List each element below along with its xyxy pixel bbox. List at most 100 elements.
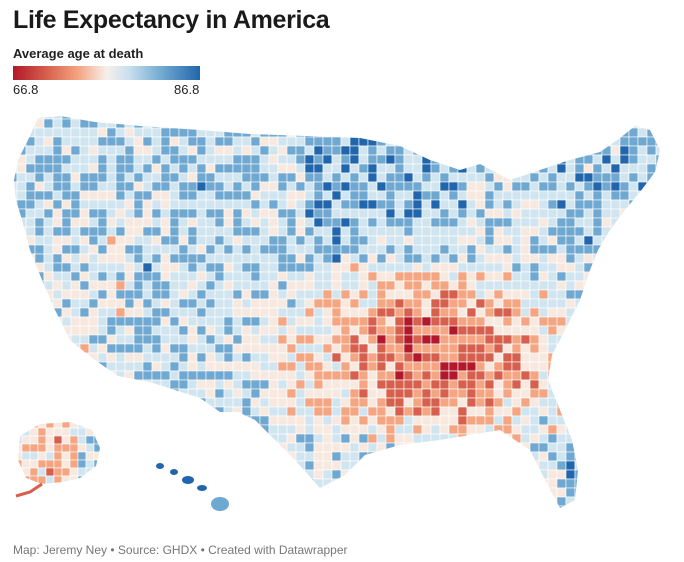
county-cell — [619, 253, 630, 264]
county-cell — [61, 163, 72, 174]
county-cell — [250, 397, 261, 408]
county-cell — [61, 262, 72, 273]
county-cell — [16, 316, 27, 327]
county-cell — [169, 235, 180, 246]
county-cell — [439, 352, 450, 363]
county-cell — [70, 244, 81, 255]
county-cell — [367, 262, 378, 273]
county-cell — [14, 271, 18, 282]
county-cell — [313, 190, 324, 201]
county-cell — [610, 145, 621, 156]
county-cell — [106, 307, 117, 318]
county-cell — [601, 163, 612, 174]
county-cell — [16, 181, 27, 192]
county-cell — [610, 217, 621, 228]
county-cell — [574, 116, 585, 120]
alaska-borough — [53, 443, 63, 453]
county-cell — [106, 505, 117, 508]
county-cell — [448, 118, 459, 129]
county-cell — [268, 307, 279, 318]
county-cell — [529, 370, 540, 381]
county-cell — [295, 442, 306, 453]
county-cell — [655, 235, 660, 246]
county-cell — [196, 289, 207, 300]
county-cell — [178, 118, 189, 129]
county-cell — [16, 199, 27, 210]
alaska-borough — [77, 427, 87, 437]
county-cell — [196, 244, 207, 255]
county-cell — [79, 163, 90, 174]
county-cell — [223, 280, 234, 291]
county-cell — [25, 298, 36, 309]
county-cell — [601, 361, 612, 372]
county-cell — [367, 190, 378, 201]
county-cell — [619, 154, 630, 165]
county-cell — [25, 262, 36, 273]
alaska-borough — [45, 451, 55, 461]
county-cell — [313, 172, 324, 183]
county-cell — [124, 280, 135, 291]
county-cell — [511, 451, 522, 462]
county-cell — [160, 388, 171, 399]
county-cell — [421, 116, 432, 120]
county-cell — [394, 136, 405, 147]
county-cell — [142, 415, 153, 426]
county-cell — [574, 334, 585, 345]
county-cell — [61, 406, 72, 417]
county-cell — [70, 116, 81, 120]
county-cell — [439, 361, 450, 372]
county-cell — [97, 406, 108, 417]
county-cell — [628, 496, 639, 507]
county-cell — [43, 505, 54, 508]
county-cell — [61, 334, 72, 345]
county-cell — [511, 190, 522, 201]
county-cell — [637, 361, 648, 372]
county-cell — [133, 505, 144, 508]
alaska-borough — [93, 467, 100, 477]
county-cell — [43, 118, 54, 129]
county-cell — [250, 190, 261, 201]
county-cell — [196, 235, 207, 246]
county-cell — [376, 424, 387, 435]
county-cell — [313, 226, 324, 237]
county-cell — [286, 307, 297, 318]
county-cell — [340, 352, 351, 363]
county-cell — [511, 136, 522, 147]
county-cell — [592, 136, 603, 147]
county-cell — [592, 370, 603, 381]
county-cell — [295, 397, 306, 408]
county-cell — [223, 433, 234, 444]
county-cell — [448, 271, 459, 282]
county-cell — [304, 460, 315, 471]
county-cell — [277, 271, 288, 282]
county-cell — [565, 352, 576, 363]
alaska-borough — [102, 476, 110, 484]
county-cell — [646, 262, 657, 273]
county-cell — [376, 307, 387, 318]
county-cell — [88, 298, 99, 309]
county-cell — [196, 116, 207, 120]
county-cell — [457, 451, 468, 462]
county-cell — [358, 442, 369, 453]
county-cell — [331, 487, 342, 498]
county-cell — [133, 298, 144, 309]
county-cell — [628, 343, 639, 354]
county-cell — [520, 307, 531, 318]
county-cell — [178, 116, 189, 120]
county-cell — [665, 110, 674, 119]
county-cell — [358, 307, 369, 318]
county-cell — [655, 307, 660, 318]
county-cell — [214, 343, 225, 354]
county-cell — [151, 298, 162, 309]
county-cell — [466, 505, 477, 508]
county-cell — [160, 379, 171, 390]
county-cell — [421, 271, 432, 282]
county-cell — [241, 496, 252, 507]
county-cell — [97, 145, 108, 156]
county-cell — [286, 343, 297, 354]
county-cell — [520, 127, 531, 138]
county-cell — [439, 208, 450, 219]
county-cell — [619, 388, 630, 399]
county-cell — [358, 190, 369, 201]
county-cell — [547, 181, 558, 192]
